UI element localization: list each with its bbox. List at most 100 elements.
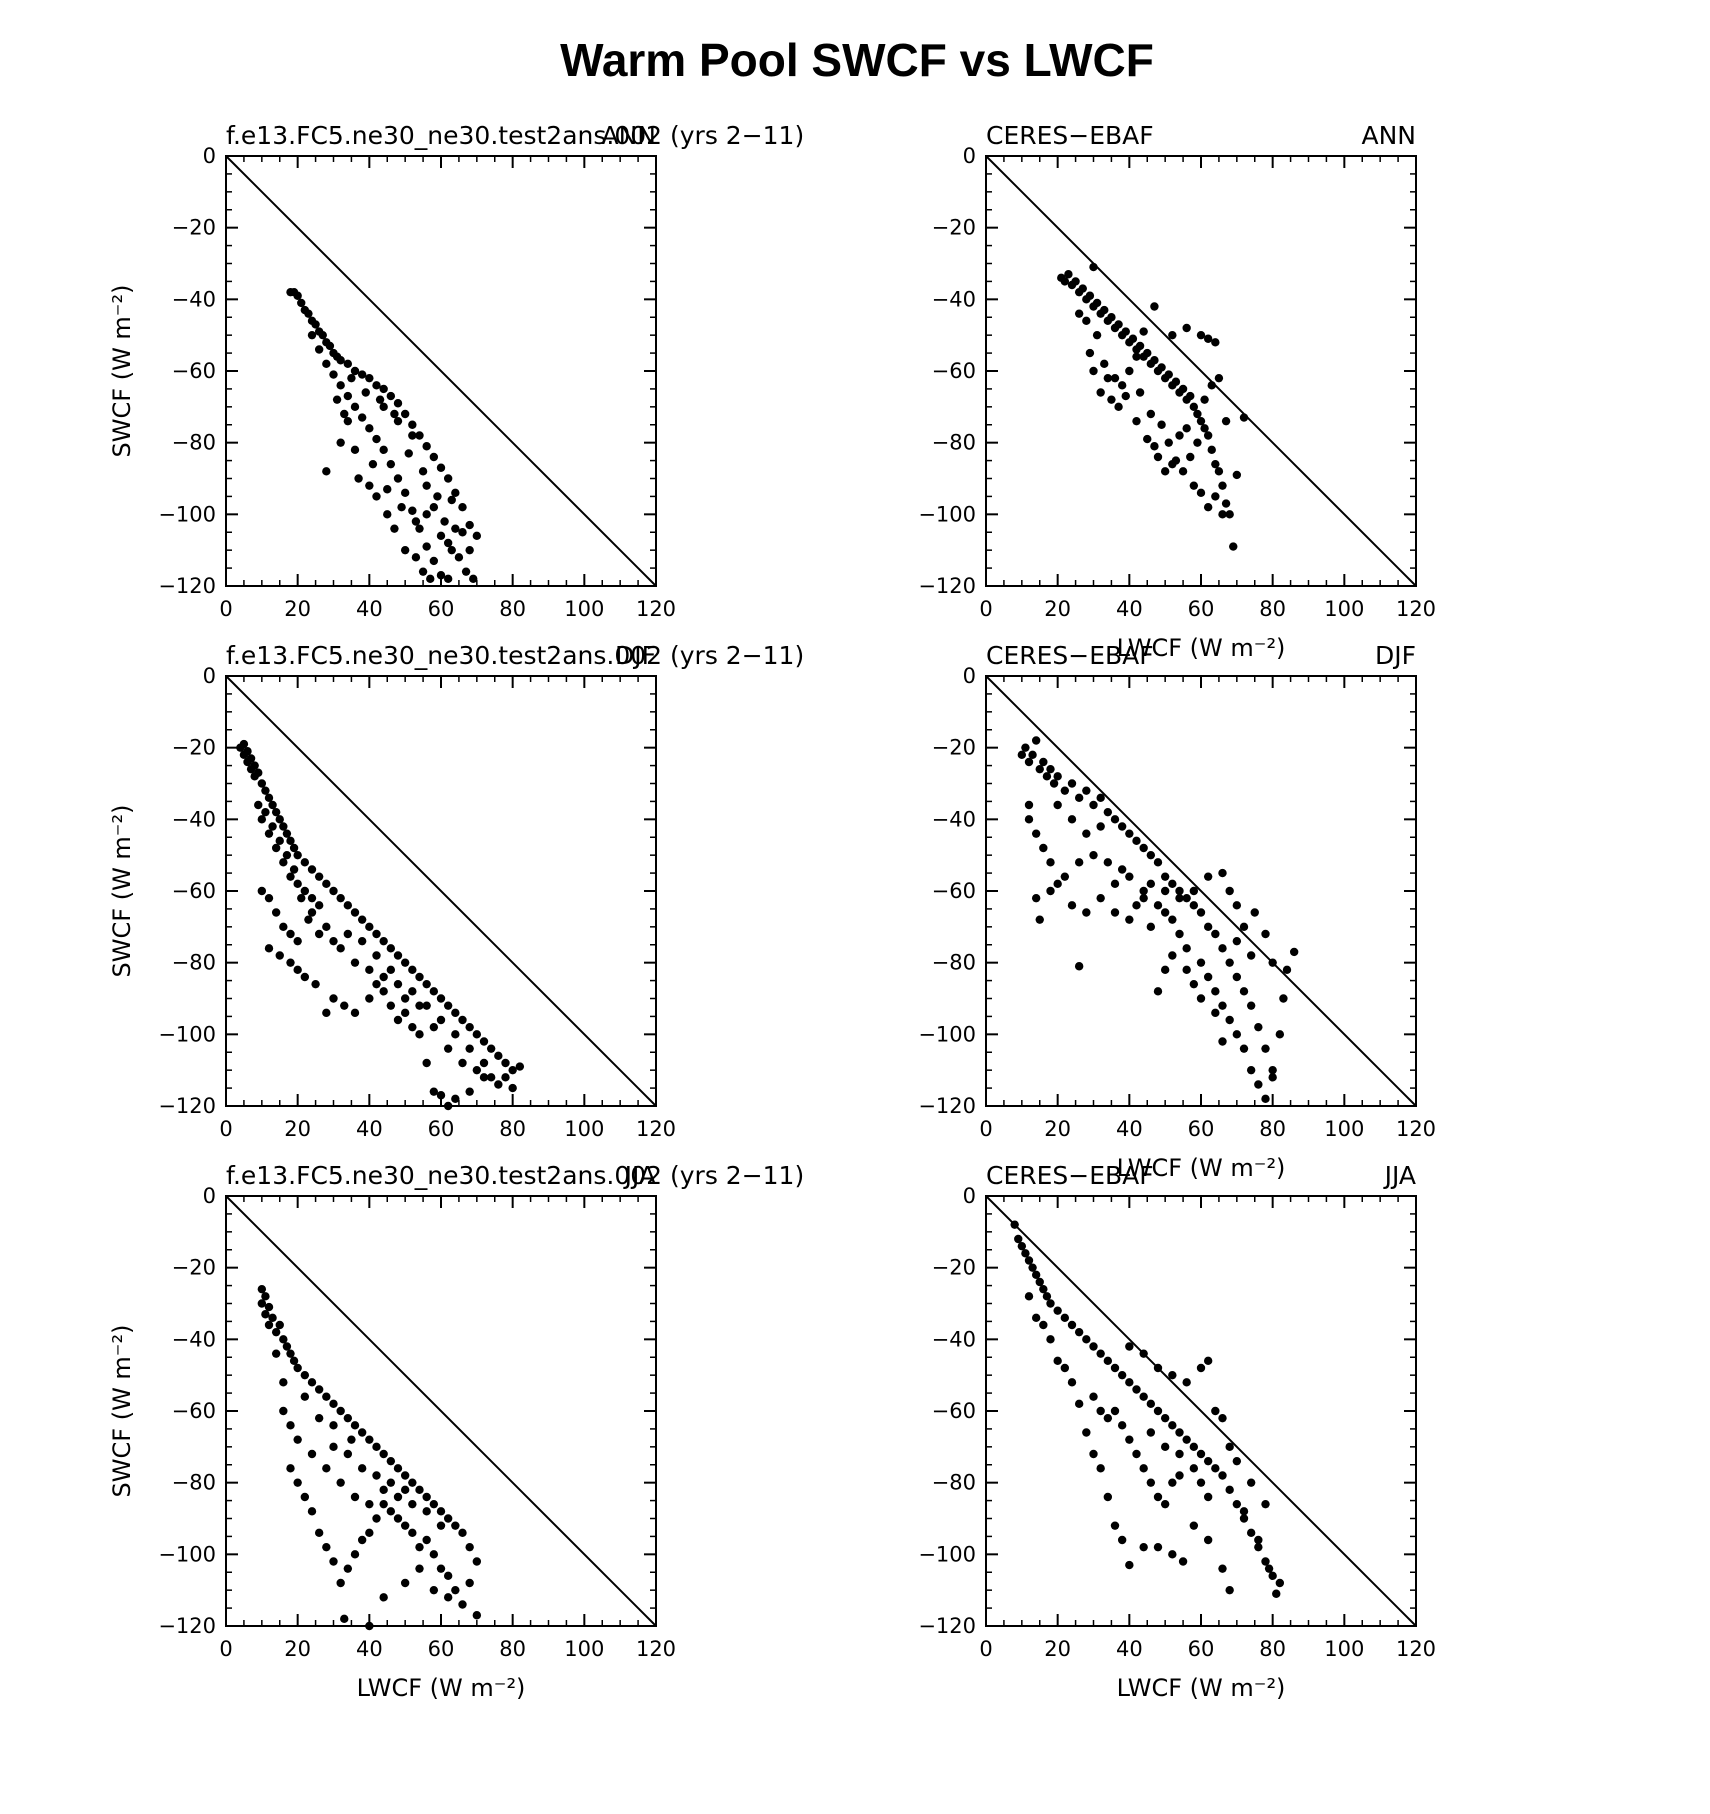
scatter-point bbox=[400, 545, 410, 555]
panel-left-title: f.e13.FC5.ne30_ne30.test2ans.002 (yrs 2−… bbox=[226, 641, 804, 670]
scatter-point bbox=[340, 409, 349, 419]
scatter-point bbox=[465, 545, 474, 555]
y-tick-label: −80 bbox=[932, 951, 976, 975]
scatter-point bbox=[1153, 901, 1163, 910]
scatter-point bbox=[1203, 972, 1213, 982]
scatter-point bbox=[1175, 1471, 1184, 1480]
scatter-point bbox=[1039, 1320, 1048, 1330]
scatter-point bbox=[1125, 1435, 1134, 1444]
scatter-point bbox=[343, 416, 353, 426]
scatter-point bbox=[1232, 470, 1242, 480]
scatter-point bbox=[350, 445, 360, 455]
scatter-point bbox=[1096, 822, 1105, 831]
scatter-point bbox=[465, 1044, 474, 1053]
scatter-point bbox=[264, 1320, 274, 1330]
scatter-point bbox=[289, 1356, 299, 1366]
scatter-point bbox=[1225, 510, 1234, 519]
scatter-point bbox=[1279, 994, 1288, 1003]
scatter-point bbox=[1082, 1335, 1091, 1344]
scatter-point bbox=[1143, 434, 1152, 444]
scatter-point bbox=[279, 858, 288, 867]
x-tick-label: 100 bbox=[564, 1117, 604, 1141]
scatter-point bbox=[1186, 452, 1195, 462]
scatter-point bbox=[379, 1499, 388, 1509]
scatter-point bbox=[1168, 1550, 1177, 1559]
scatter-point bbox=[422, 510, 431, 519]
scatter-point bbox=[1261, 1094, 1270, 1104]
scatter-point bbox=[1196, 488, 1206, 498]
scatter-point bbox=[307, 865, 317, 874]
x-tick-label: 40 bbox=[1116, 597, 1143, 621]
scatter-point bbox=[436, 463, 446, 472]
scatter-point bbox=[451, 524, 460, 533]
scatter-point bbox=[400, 409, 410, 419]
scatter-point bbox=[1146, 922, 1156, 932]
scatter-point bbox=[264, 1302, 274, 1312]
y-tick-label: −120 bbox=[158, 574, 216, 598]
scatter-point bbox=[282, 1342, 292, 1351]
scatter-point bbox=[372, 929, 381, 939]
scatter-point bbox=[458, 502, 467, 512]
scatter-point bbox=[436, 1091, 446, 1100]
scatter-point bbox=[1160, 965, 1170, 975]
scatter-point bbox=[1125, 1378, 1134, 1387]
scatter-point bbox=[1117, 1421, 1127, 1430]
scatter-point bbox=[1125, 829, 1134, 838]
y-tick-label: 0 bbox=[203, 664, 216, 688]
scatter-point bbox=[494, 1080, 503, 1089]
y-tick-label: 0 bbox=[203, 1184, 216, 1208]
scatter-point bbox=[1178, 1557, 1188, 1566]
scatter-point bbox=[332, 395, 342, 404]
scatter-point bbox=[1089, 1392, 1098, 1401]
scatter-point bbox=[1110, 815, 1120, 824]
scatter-point bbox=[486, 1073, 496, 1082]
reference-line bbox=[985, 1195, 1417, 1627]
scatter-point bbox=[293, 1363, 302, 1373]
scatter-point bbox=[408, 1022, 417, 1032]
scatter-point bbox=[1107, 313, 1116, 322]
scatter-point bbox=[1121, 327, 1130, 336]
scatter-point bbox=[1060, 786, 1070, 795]
x-tick-label: 120 bbox=[636, 1117, 676, 1141]
scatter-point bbox=[1268, 1073, 1277, 1082]
scatter-point bbox=[1218, 1001, 1227, 1010]
scatter-point bbox=[322, 1542, 331, 1552]
scatter-point bbox=[300, 1370, 310, 1380]
scatter-point bbox=[336, 381, 345, 390]
scatter-point bbox=[1082, 908, 1091, 917]
scatter-point bbox=[314, 872, 324, 881]
scatter-point bbox=[289, 843, 299, 853]
scatter-point bbox=[297, 298, 306, 308]
scatter-point bbox=[429, 1585, 439, 1595]
scatter-point bbox=[1178, 467, 1188, 476]
x-tick-label: 60 bbox=[428, 1637, 455, 1661]
scatter-point bbox=[1125, 1560, 1134, 1570]
scatter-point bbox=[1039, 757, 1048, 767]
scatter-point bbox=[458, 1015, 467, 1025]
scatter-point bbox=[393, 1464, 403, 1473]
scatter-point bbox=[275, 836, 284, 846]
scatter-point bbox=[1139, 1464, 1148, 1473]
scatter-point bbox=[1168, 915, 1177, 924]
scatter-point bbox=[268, 1313, 277, 1323]
scatter-point bbox=[1046, 1335, 1055, 1344]
scatter-point bbox=[365, 922, 374, 932]
scatter-point bbox=[293, 965, 302, 975]
scatter-point bbox=[1182, 893, 1191, 903]
x-tick-label: 0 bbox=[219, 1117, 232, 1141]
scatter-point bbox=[393, 979, 403, 989]
scatter-point bbox=[372, 434, 381, 444]
scatter-point bbox=[279, 822, 288, 831]
scatter-point bbox=[1272, 1589, 1281, 1598]
scatter-point bbox=[1125, 872, 1134, 881]
scatter-point bbox=[343, 901, 353, 910]
scatter-point bbox=[257, 1299, 267, 1308]
scatter-point bbox=[1211, 929, 1220, 939]
scatter-point bbox=[1039, 843, 1048, 853]
scatter-point bbox=[361, 388, 370, 397]
y-tick-label: −120 bbox=[918, 1614, 976, 1638]
scatter-point bbox=[307, 908, 317, 917]
scatter-point bbox=[443, 1001, 453, 1010]
y-tick-label: −40 bbox=[172, 807, 216, 831]
scatter-point bbox=[1157, 363, 1166, 372]
